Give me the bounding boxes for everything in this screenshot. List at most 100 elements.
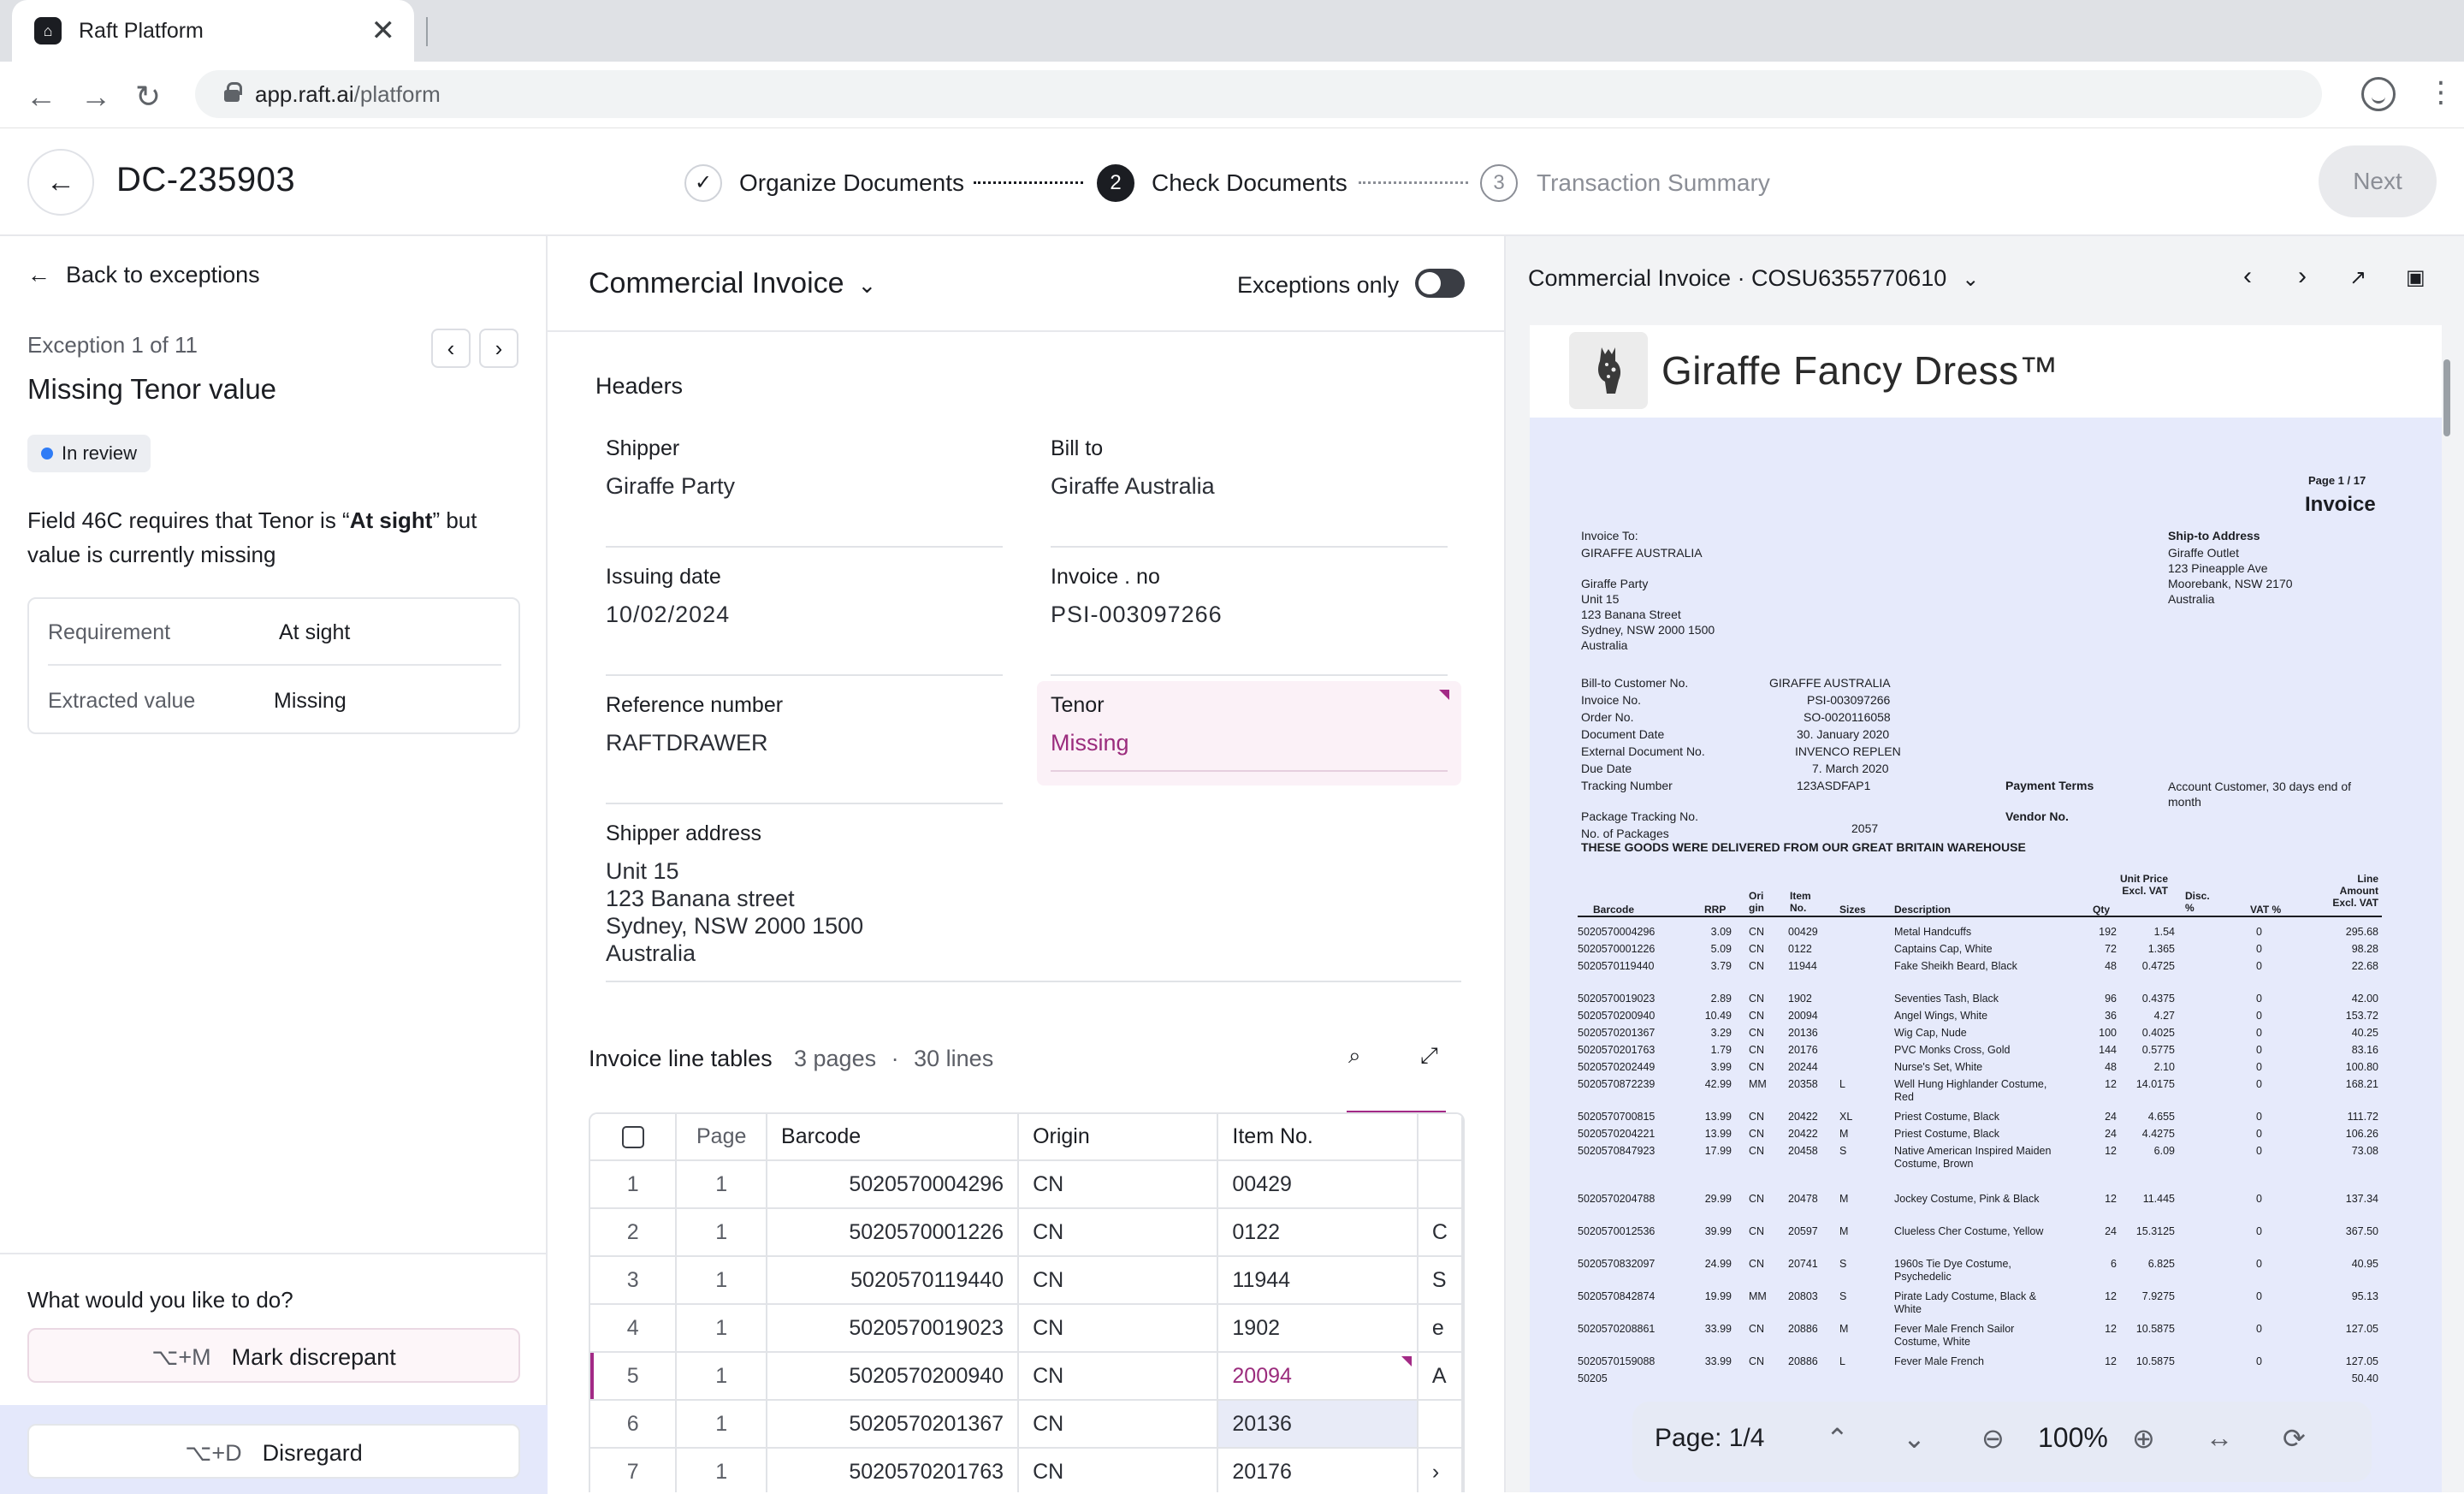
table-row[interactable]: 3 1 5020570119440 CN 11944 S <box>590 1256 1463 1305</box>
issuing-date-field[interactable]: Issuing date 10/02/2024 <box>606 565 1003 676</box>
disregard-button[interactable]: ⌥+D Disregard <box>27 1424 520 1479</box>
chevron-left-icon[interactable]: ‹ <box>2243 262 2252 290</box>
cell-item-no[interactable]: 00429 <box>1217 1160 1419 1209</box>
zoom-out-icon[interactable]: ⊖ <box>1981 1423 2005 1454</box>
table-row-exception[interactable]: 5 1 5020570200940 CN 20094 A <box>590 1352 1463 1401</box>
profile-icon[interactable] <box>2361 77 2396 111</box>
document-id: DC-235903 <box>116 161 296 199</box>
col-header: Qty <box>2093 904 2111 916</box>
shipper-field[interactable]: Shipper Giraffe Party <box>606 436 1003 548</box>
cell-item-no[interactable]: 20136 <box>1217 1400 1419 1449</box>
preview-scrollbar[interactable] <box>2443 359 2450 436</box>
invoice-cell: 4.4275 <box>2141 1128 2175 1140</box>
shipper-address-field[interactable]: Shipper address Unit 15 123 Banana stree… <box>606 821 1461 982</box>
field-value: RAFTDRAWER <box>606 730 768 756</box>
column-header-barcode[interactable]: Barcode <box>767 1114 1020 1161</box>
reference-number-field[interactable]: Reference number RAFTDRAWER <box>606 693 1003 804</box>
preview-document-dropdown[interactable]: Commercial Invoice · COSU6355770610 ⌄ <box>1528 265 1979 292</box>
cell-barcode[interactable]: 5020570201367 <box>767 1400 1020 1449</box>
table-row[interactable]: 7 1 5020570201763 CN 20176 › <box>590 1448 1463 1492</box>
cell-barcode[interactable]: 5020570201763 <box>767 1448 1020 1492</box>
invoice-cell: 40.25 <box>2351 1027 2378 1039</box>
tab-close-icon[interactable]: ✕ <box>370 15 396 47</box>
select-all-checkbox[interactable] <box>621 1126 644 1149</box>
invoice-cell: 1.79 <box>1710 1044 1732 1056</box>
cell-barcode[interactable]: 5020570119440 <box>767 1256 1020 1305</box>
invoice-cell: 6.825 <box>2147 1258 2175 1270</box>
last-page-icon[interactable]: ⌄ <box>1903 1423 1926 1454</box>
exceptions-only-toggle[interactable] <box>1415 269 1465 298</box>
search-icon[interactable]: ⌕ <box>1348 1042 1361 1068</box>
column-header-item-no[interactable]: Item No. <box>1217 1114 1419 1161</box>
address-bar[interactable]: app.raft.ai/platform <box>195 70 2322 118</box>
cell-item-no[interactable]: 1902 <box>1217 1304 1419 1353</box>
mark-discrepant-button[interactable]: ⌥+M Mark discrepant <box>27 1328 520 1383</box>
table-row[interactable]: 1 1 5020570004296 CN 00429 <box>590 1160 1463 1209</box>
cell-item-no[interactable]: 20094 <box>1217 1352 1419 1401</box>
prev-exception-button[interactable]: ‹ <box>431 329 471 368</box>
invoice-cell: S <box>1839 1145 1847 1157</box>
invoice-cell: 12 <box>2105 1290 2117 1302</box>
action-question: What would you like to do? <box>27 1287 293 1313</box>
step-2-label[interactable]: Check Documents <box>1152 169 1348 196</box>
invoice-sheet: Page 1 / 17 Invoice Invoice To: GIRAFFE … <box>1530 418 2442 1492</box>
first-page-icon[interactable]: ⌃ <box>1826 1423 1849 1454</box>
cell-page[interactable]: 1 <box>676 1304 768 1353</box>
browser-reload-icon[interactable]: ↻ <box>135 79 162 114</box>
from-line: Unit 15 <box>1581 592 1620 606</box>
tenor-field[interactable]: Tenor Missing <box>1037 681 1461 786</box>
table-row[interactable]: 2 1 5020570001226 CN 0122 C <box>590 1208 1463 1257</box>
invoice-no-field[interactable]: Invoice . no PSI-003097266 <box>1051 565 1448 676</box>
step-3-label[interactable]: Transaction Summary <box>1537 169 1770 196</box>
document-type-dropdown[interactable]: Commercial Invoice ⌄ <box>589 267 876 300</box>
next-exception-button[interactable]: › <box>479 329 518 368</box>
table-row[interactable]: 4 1 5020570019023 CN 1902 e <box>590 1304 1463 1353</box>
line-items-table: Page Barcode Origin Item No. 1 1 5020570… <box>589 1112 1465 1492</box>
fit-width-icon[interactable]: ↔ <box>2206 1422 2233 1453</box>
rotate-icon[interactable]: ⟳ <box>2283 1423 2306 1454</box>
cell-page[interactable]: 1 <box>676 1400 768 1449</box>
cell-origin[interactable]: CN <box>1018 1304 1219 1353</box>
invoice-cell: CN <box>1749 1061 1765 1073</box>
column-header-origin[interactable]: Origin <box>1018 1114 1219 1161</box>
cell-page[interactable]: 1 <box>676 1256 768 1305</box>
select-all-header[interactable] <box>590 1114 678 1161</box>
cell-origin[interactable]: CN <box>1018 1400 1219 1449</box>
expand-icon[interactable]: ⤢ <box>1420 1042 1438 1068</box>
cell-origin[interactable]: CN <box>1018 1160 1219 1209</box>
cell-page[interactable]: 1 <box>676 1448 768 1492</box>
cell-origin[interactable]: CN <box>1018 1208 1219 1257</box>
cell-barcode[interactable]: 5020570001226 <box>767 1208 1020 1257</box>
next-button[interactable]: Next <box>2319 145 2437 217</box>
cell-origin[interactable]: CN <box>1018 1448 1219 1492</box>
back-to-exceptions-link[interactable]: ← Back to exceptions <box>27 262 260 288</box>
field-value: Giraffe Australia <box>1051 473 1215 499</box>
cell-page[interactable]: 1 <box>676 1352 768 1401</box>
browser-back-icon[interactable]: ← <box>26 79 56 114</box>
step-1-label[interactable]: Organize Documents <box>739 169 965 196</box>
column-header-page[interactable]: Page <box>676 1114 768 1161</box>
cell-barcode[interactable]: 5020570004296 <box>767 1160 1020 1209</box>
invoice-cell: CN <box>1749 1323 1765 1335</box>
cell-barcode[interactable]: 5020570019023 <box>767 1304 1020 1353</box>
cell-item-no[interactable]: 20176 <box>1217 1448 1419 1492</box>
browser-tab[interactable]: ⌂ Raft Platform ✕ <box>12 0 414 62</box>
cell-origin[interactable]: CN <box>1018 1256 1219 1305</box>
invoice-cell: 5020570204788 <box>1578 1193 1656 1205</box>
table-row[interactable]: 6 1 5020570201367 CN 20136 <box>590 1400 1463 1449</box>
browser-forward-icon[interactable]: → <box>80 79 111 114</box>
cell-barcode[interactable]: 5020570200940 <box>767 1352 1020 1401</box>
cell-page[interactable]: 1 <box>676 1160 768 1209</box>
cell-item-no[interactable]: 0122 <box>1217 1208 1419 1257</box>
cell-origin[interactable]: CN <box>1018 1352 1219 1401</box>
cell-item-no[interactable]: 11944 <box>1217 1256 1419 1305</box>
sidebar-toggle-icon[interactable]: ▣ <box>2406 266 2426 289</box>
chevron-right-icon[interactable]: › <box>2298 262 2307 290</box>
invoice-cell: 5020570847923 <box>1578 1145 1656 1157</box>
back-button[interactable]: ← <box>27 149 94 216</box>
browser-menu-icon[interactable]: ⋮ <box>2426 76 2455 109</box>
cell-page[interactable]: 1 <box>676 1208 768 1257</box>
open-external-icon[interactable]: ↗ <box>2349 266 2367 289</box>
bill-to-field[interactable]: Bill to Giraffe Australia <box>1051 436 1448 548</box>
zoom-in-icon[interactable]: ⊕ <box>2132 1423 2155 1454</box>
